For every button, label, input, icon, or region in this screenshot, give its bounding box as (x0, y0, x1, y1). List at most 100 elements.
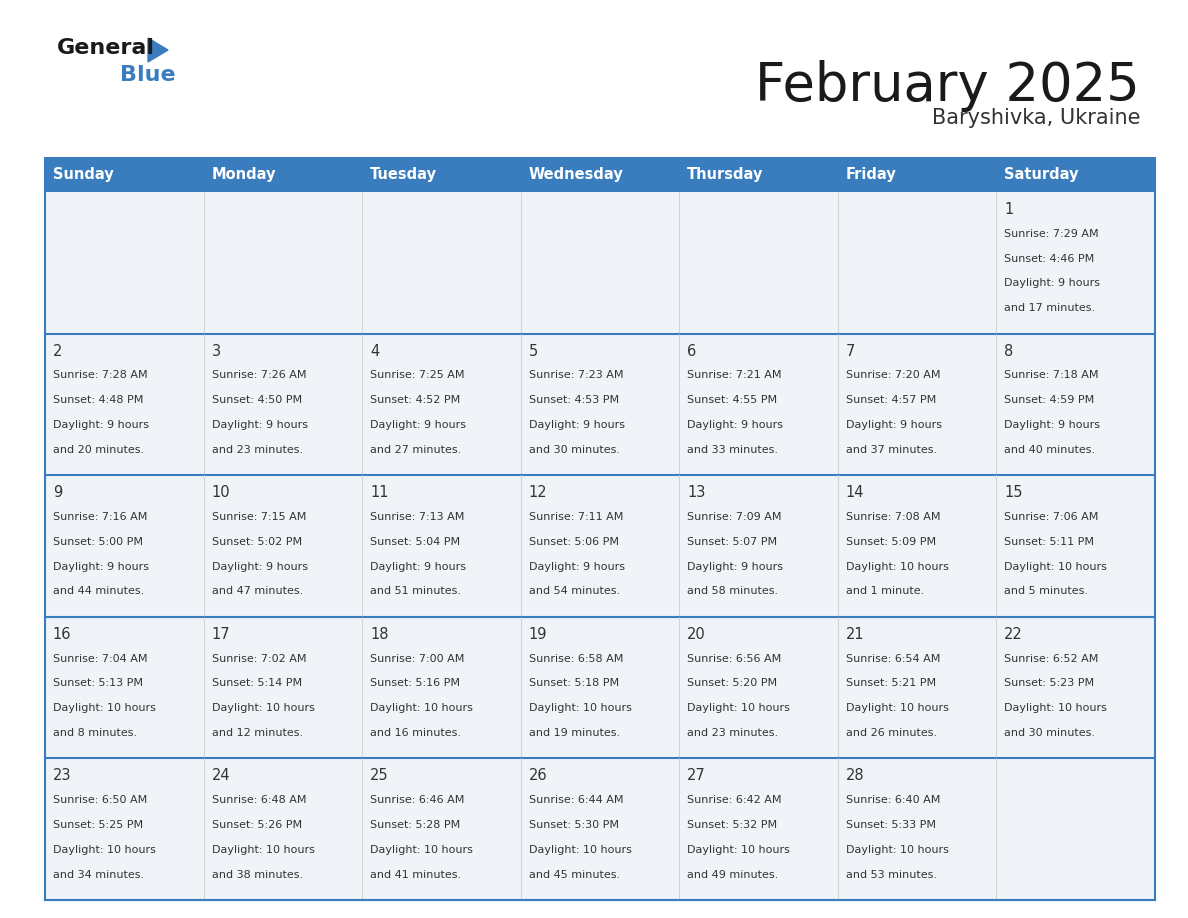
Text: and 49 minutes.: and 49 minutes. (687, 869, 778, 879)
Text: 27: 27 (687, 768, 706, 783)
Text: Sunset: 5:04 PM: Sunset: 5:04 PM (371, 537, 460, 547)
Bar (203, 476, 362, 617)
Text: and 26 minutes.: and 26 minutes. (846, 728, 937, 738)
Text: Sunrise: 6:56 AM: Sunrise: 6:56 AM (687, 654, 782, 664)
Text: Sunset: 5:33 PM: Sunset: 5:33 PM (846, 820, 936, 830)
Text: Sunrise: 6:54 AM: Sunrise: 6:54 AM (846, 654, 940, 664)
Text: Daylight: 10 hours: Daylight: 10 hours (1004, 562, 1107, 572)
Text: Sunrise: 6:58 AM: Sunrise: 6:58 AM (529, 654, 623, 664)
Text: and 37 minutes.: and 37 minutes. (846, 444, 937, 454)
Text: Sunrise: 6:44 AM: Sunrise: 6:44 AM (529, 795, 624, 805)
Text: Daylight: 9 hours: Daylight: 9 hours (211, 420, 308, 430)
Text: and 58 minutes.: and 58 minutes. (687, 587, 778, 597)
Text: 3: 3 (211, 343, 221, 359)
Text: 1: 1 (1004, 202, 1013, 217)
Bar (45, 158, 203, 192)
Text: and 20 minutes.: and 20 minutes. (53, 444, 144, 454)
Text: Daylight: 10 hours: Daylight: 10 hours (529, 845, 632, 855)
Text: 4: 4 (371, 343, 379, 359)
Bar (520, 476, 680, 617)
Text: Daylight: 9 hours: Daylight: 9 hours (371, 562, 466, 572)
Text: and 47 minutes.: and 47 minutes. (211, 587, 303, 597)
Text: 7: 7 (846, 343, 855, 359)
Text: Sunrise: 7:25 AM: Sunrise: 7:25 AM (371, 371, 465, 380)
Bar (520, 333, 680, 476)
Bar (997, 158, 1155, 192)
Bar (520, 192, 680, 333)
Text: Sunrise: 7:08 AM: Sunrise: 7:08 AM (846, 512, 940, 522)
Text: Daylight: 10 hours: Daylight: 10 hours (53, 703, 156, 713)
Bar (45, 333, 203, 476)
Text: Sunrise: 7:26 AM: Sunrise: 7:26 AM (211, 371, 307, 380)
Text: Daylight: 10 hours: Daylight: 10 hours (211, 703, 315, 713)
Text: 13: 13 (687, 485, 706, 500)
Text: Sunset: 5:11 PM: Sunset: 5:11 PM (1004, 537, 1094, 547)
Text: Sunset: 5:28 PM: Sunset: 5:28 PM (371, 820, 460, 830)
Text: Sunset: 4:59 PM: Sunset: 4:59 PM (1004, 395, 1094, 405)
Text: 17: 17 (211, 627, 230, 642)
Text: Sunrise: 7:00 AM: Sunrise: 7:00 AM (371, 654, 465, 664)
Text: Sunrise: 6:48 AM: Sunrise: 6:48 AM (211, 795, 307, 805)
Text: Daylight: 10 hours: Daylight: 10 hours (529, 703, 632, 713)
Text: Sunrise: 7:09 AM: Sunrise: 7:09 AM (687, 512, 782, 522)
Bar (838, 158, 997, 192)
Text: Daylight: 10 hours: Daylight: 10 hours (846, 845, 949, 855)
Text: and 40 minutes.: and 40 minutes. (1004, 444, 1095, 454)
Text: and 45 minutes.: and 45 minutes. (529, 869, 620, 879)
Text: Sunrise: 7:04 AM: Sunrise: 7:04 AM (53, 654, 147, 664)
Text: and 30 minutes.: and 30 minutes. (1004, 728, 1095, 738)
Bar (680, 758, 838, 900)
Bar (997, 617, 1155, 758)
Text: and 44 minutes.: and 44 minutes. (53, 587, 144, 597)
Text: 20: 20 (687, 627, 706, 642)
Text: and 51 minutes.: and 51 minutes. (371, 587, 461, 597)
Text: and 23 minutes.: and 23 minutes. (211, 444, 303, 454)
Text: and 12 minutes.: and 12 minutes. (211, 728, 303, 738)
Text: Sunset: 4:53 PM: Sunset: 4:53 PM (529, 395, 619, 405)
Text: Sunset: 4:52 PM: Sunset: 4:52 PM (371, 395, 460, 405)
Text: Sunset: 4:55 PM: Sunset: 4:55 PM (687, 395, 777, 405)
Bar (520, 158, 680, 192)
Text: Sunrise: 7:02 AM: Sunrise: 7:02 AM (211, 654, 307, 664)
Text: Sunset: 5:20 PM: Sunset: 5:20 PM (687, 678, 777, 688)
Bar (362, 158, 520, 192)
Bar (362, 192, 520, 333)
Text: Daylight: 10 hours: Daylight: 10 hours (687, 703, 790, 713)
Text: Sunrise: 7:23 AM: Sunrise: 7:23 AM (529, 371, 624, 380)
Bar (997, 333, 1155, 476)
Bar (362, 617, 520, 758)
Text: Sunrise: 6:46 AM: Sunrise: 6:46 AM (371, 795, 465, 805)
Text: and 5 minutes.: and 5 minutes. (1004, 587, 1088, 597)
Text: 22: 22 (1004, 627, 1023, 642)
Bar (203, 158, 362, 192)
Text: Daylight: 10 hours: Daylight: 10 hours (371, 703, 473, 713)
Text: Blue: Blue (120, 65, 176, 85)
Text: Daylight: 9 hours: Daylight: 9 hours (1004, 420, 1100, 430)
Bar (45, 758, 203, 900)
Bar (203, 333, 362, 476)
Text: General: General (57, 38, 154, 58)
Text: 25: 25 (371, 768, 388, 783)
Text: Sunset: 5:25 PM: Sunset: 5:25 PM (53, 820, 143, 830)
Text: 10: 10 (211, 485, 230, 500)
Text: and 16 minutes.: and 16 minutes. (371, 728, 461, 738)
Text: Daylight: 9 hours: Daylight: 9 hours (687, 562, 783, 572)
Text: Daylight: 10 hours: Daylight: 10 hours (1004, 703, 1107, 713)
Text: Sunset: 4:46 PM: Sunset: 4:46 PM (1004, 253, 1094, 263)
Text: and 1 minute.: and 1 minute. (846, 587, 924, 597)
Text: Friday: Friday (846, 167, 897, 183)
Text: Sunset: 5:02 PM: Sunset: 5:02 PM (211, 537, 302, 547)
Text: and 23 minutes.: and 23 minutes. (687, 728, 778, 738)
Text: Daylight: 10 hours: Daylight: 10 hours (687, 845, 790, 855)
Bar (45, 617, 203, 758)
Text: 12: 12 (529, 485, 548, 500)
Text: Sunset: 5:07 PM: Sunset: 5:07 PM (687, 537, 777, 547)
Bar (997, 192, 1155, 333)
Text: and 30 minutes.: and 30 minutes. (529, 444, 620, 454)
Text: Sunrise: 7:18 AM: Sunrise: 7:18 AM (1004, 371, 1099, 380)
Bar (838, 617, 997, 758)
Polygon shape (148, 38, 168, 62)
Bar (997, 476, 1155, 617)
Bar (838, 192, 997, 333)
Text: Sunrise: 6:42 AM: Sunrise: 6:42 AM (687, 795, 782, 805)
